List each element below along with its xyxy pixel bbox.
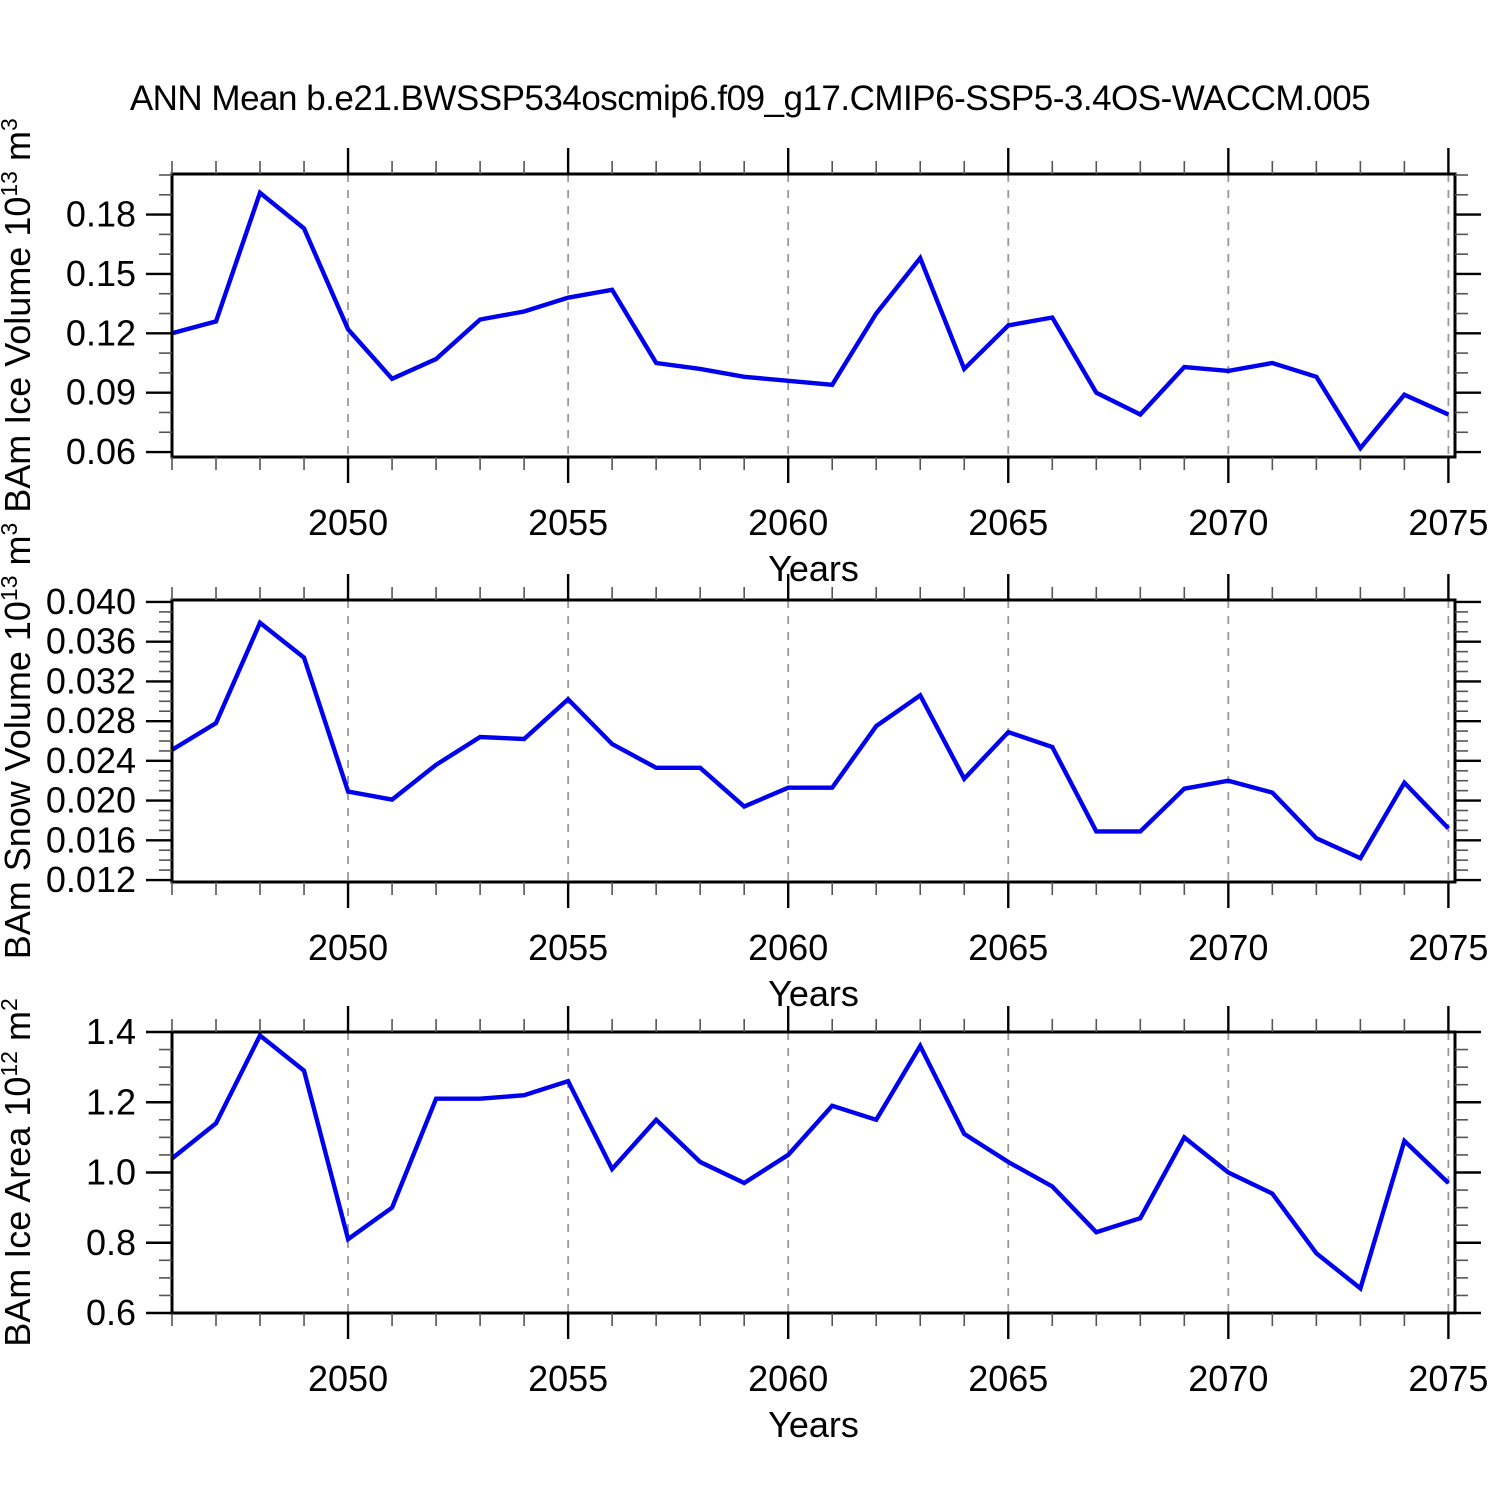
- y-tick-label: 0.06: [66, 431, 136, 472]
- ice-volume-line: [171, 189, 1450, 452]
- x-tick-label: 2055: [528, 927, 608, 968]
- x-tick-label: 2060: [748, 927, 828, 968]
- y-tick-label: 0.036: [46, 621, 136, 662]
- x-tick-label: 2065: [968, 927, 1048, 968]
- x-tick-label: 2070: [1188, 502, 1268, 543]
- x-tick-label: 2075: [1408, 502, 1488, 543]
- x-tick-label: 2050: [308, 1358, 388, 1399]
- x-tick-label: 2055: [528, 1358, 608, 1399]
- snow-volume-line: [170, 619, 1450, 862]
- axis-border: [170, 598, 1457, 884]
- x-tick-label: 2070: [1188, 927, 1268, 968]
- y-tick-label: 0.032: [46, 660, 136, 701]
- y-tick-label: 0.016: [46, 819, 136, 860]
- y-tick-label: 0.15: [66, 253, 136, 294]
- y-tick-label: 0.12: [66, 312, 136, 353]
- x-tick-label: 2050: [308, 502, 388, 543]
- ice-area-panel: 0.6 0.8 1.0 1.2 1.4 2050 2055 2060 2065 2070 2075 Y…: [0, 998, 1488, 1445]
- y-tick-label: 0.020: [46, 780, 136, 821]
- chart-title: ANN Mean b.e21.BWSSP534oscmip6.f09_g17.C…: [129, 79, 1371, 118]
- x-axis-title: Years: [768, 548, 859, 589]
- y-axis-title: BAm Snow Volume 1013 m3: [0, 523, 38, 960]
- y-tick-label: 1.2: [86, 1081, 136, 1122]
- x-tick-label: 2055: [528, 502, 608, 543]
- y-tick-label: 0.028: [46, 700, 136, 741]
- y-tick-label: 1.4: [86, 1011, 136, 1052]
- y-tick-label: 0.6: [86, 1292, 136, 1333]
- y-tick-label: 0.040: [46, 581, 136, 622]
- axis-border: [170, 1030, 1457, 1315]
- y-axis-title: BAm Ice Volume 1013 m3: [0, 118, 38, 513]
- x-tick-label: 2060: [748, 502, 828, 543]
- y-tick-label: 0.8: [86, 1222, 136, 1263]
- x-tick-label: 2065: [968, 1358, 1048, 1399]
- x-tick-label: 2075: [1408, 927, 1488, 968]
- snow-volume-panel: 0.0120.0160.0200.0240.0280.0320.0360.040…: [0, 523, 1488, 1014]
- y-tick-label: 1.0: [86, 1152, 136, 1193]
- y-tick-label: 0.09: [66, 372, 136, 413]
- x-axis-title: Years: [768, 1404, 859, 1445]
- ice-area-line: [170, 1032, 1450, 1293]
- x-tick-label: 2075: [1408, 1358, 1488, 1399]
- x-tick-label: 2050: [308, 927, 388, 968]
- ice-volume-panel: 0.06 0.09 0.12 0.15 0.18 2050 2055 2060 2065 2070…: [0, 118, 1488, 589]
- y-axis-title: BAm Ice Area 1012 m2: [0, 998, 38, 1347]
- x-tick-label: 2060: [748, 1358, 828, 1399]
- x-axis-title: Years: [768, 973, 859, 1014]
- x-tick-label: 2070: [1188, 1358, 1268, 1399]
- x-tick-label: 2065: [968, 502, 1048, 543]
- y-tick-label: 0.18: [66, 194, 136, 235]
- y-tick-label: 0.024: [46, 740, 136, 781]
- y-tick-label: 0.012: [46, 859, 136, 900]
- axis-border: [170, 172, 1457, 459]
